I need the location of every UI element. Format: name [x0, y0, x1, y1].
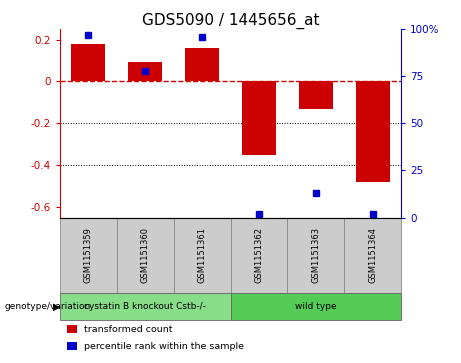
FancyBboxPatch shape [117, 217, 174, 293]
Bar [355, 81, 390, 182]
Bar [128, 61, 162, 81]
Text: GSM1151360: GSM1151360 [141, 227, 150, 283]
Text: GSM1151363: GSM1151363 [311, 227, 320, 283]
FancyBboxPatch shape [344, 217, 401, 293]
Text: wild type: wild type [295, 302, 337, 311]
Text: percentile rank within the sample: percentile rank within the sample [84, 342, 244, 351]
Bar [71, 44, 106, 81]
FancyBboxPatch shape [287, 217, 344, 293]
Title: GDS5090 / 1445656_at: GDS5090 / 1445656_at [142, 13, 319, 29]
Text: genotype/variation: genotype/variation [5, 302, 91, 311]
FancyBboxPatch shape [230, 293, 401, 320]
Text: GSM1151364: GSM1151364 [368, 227, 377, 283]
Bar [67, 325, 77, 333]
Bar [299, 81, 333, 109]
FancyBboxPatch shape [60, 293, 230, 320]
FancyBboxPatch shape [60, 217, 117, 293]
FancyBboxPatch shape [174, 217, 230, 293]
Bar [67, 342, 77, 350]
Text: GSM1151361: GSM1151361 [198, 227, 207, 283]
Text: ▶: ▶ [53, 302, 60, 311]
Bar [242, 81, 276, 155]
Bar [185, 48, 219, 81]
Text: GSM1151362: GSM1151362 [254, 227, 263, 283]
FancyBboxPatch shape [230, 217, 287, 293]
Text: cystatin B knockout Cstb-/-: cystatin B knockout Cstb-/- [84, 302, 206, 311]
Text: transformed count: transformed count [84, 325, 172, 334]
Text: GSM1151359: GSM1151359 [84, 227, 93, 283]
